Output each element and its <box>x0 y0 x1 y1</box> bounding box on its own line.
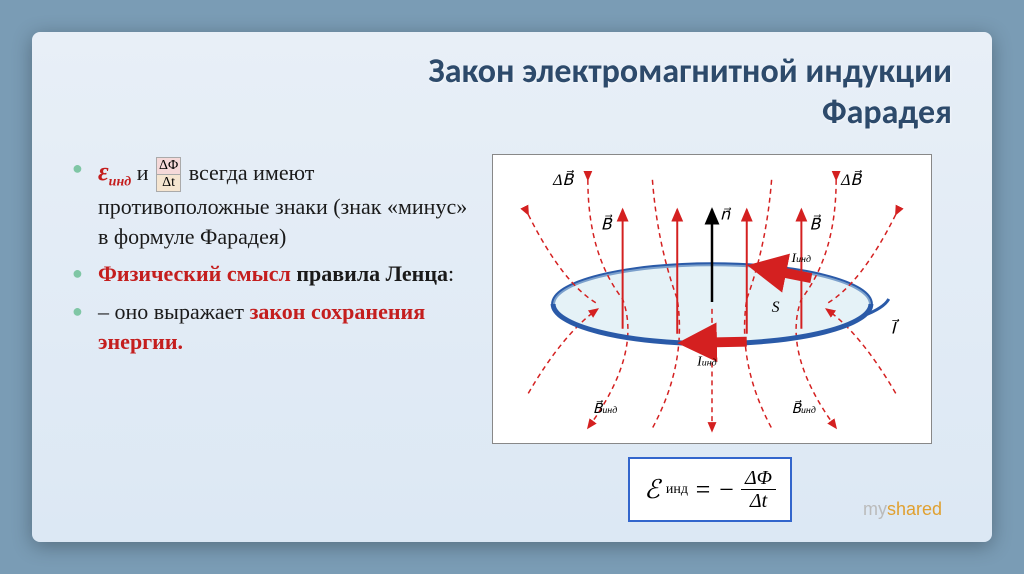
watermark-my: my <box>863 499 887 519</box>
diagram-box: ΔB⃗ ΔB⃗ B⃗ B⃗ n⃗ S I⃗ Iинд Iинд B⃗инд B⃗… <box>492 154 932 444</box>
formula-epsilon: ℰ <box>644 475 660 505</box>
bullet3-pre: – оно выражает <box>98 299 250 324</box>
inline-fraction: ΔΦΔt <box>156 157 181 192</box>
content-area: εинд и ΔΦΔt всегда имеют противоположные… <box>72 154 952 444</box>
label-B-ind-right: B⃗инд <box>791 399 815 417</box>
label-S: S <box>772 299 780 316</box>
formula-fraction: ΔΦ Δt <box>741 467 776 512</box>
bullet-2: Физический смысл правила Ленца: <box>72 259 472 289</box>
epsilon-sub: инд <box>109 174 132 189</box>
label-B-right: B⃗ <box>809 213 821 233</box>
watermark-shared: shared <box>887 499 942 519</box>
text-column: εинд и ΔΦΔt всегда имеют противоположные… <box>72 154 472 444</box>
formula-equals: = <box>694 475 712 505</box>
frac-num: ΔΦ <box>156 157 181 175</box>
formula-den: Δt <box>746 490 771 512</box>
bullet2-bold: правила Ленца <box>291 261 448 286</box>
bullet2-colon: : <box>448 261 454 286</box>
formula-minus: − <box>717 475 735 505</box>
formula-num: ΔΦ <box>741 467 776 490</box>
watermark: myshared <box>863 499 942 520</box>
label-B-left: B⃗ <box>601 213 613 233</box>
title-line1: Закон электромагнитной индукции <box>428 51 952 92</box>
epsilon-symbol: ε <box>98 157 109 186</box>
slide: Закон электромагнитной индукции Фарадея … <box>32 32 992 542</box>
formula-sub: инд <box>666 482 688 498</box>
bullet-1: εинд и ΔΦΔt всегда имеют противоположные… <box>72 154 472 252</box>
label-I-ind-top: Iинд <box>790 251 811 266</box>
formula-box: ℰинд = − ΔΦ Δt <box>628 457 792 522</box>
diagram-column: ΔB⃗ ΔB⃗ B⃗ B⃗ n⃗ S I⃗ Iинд Iинд B⃗инд B⃗… <box>492 154 952 444</box>
title-line2: Фарадея <box>822 92 952 133</box>
bullet-3: – оно выражает закон сохранения энергии. <box>72 297 472 356</box>
bullet2-red: Физический смысл <box>98 261 291 286</box>
frac-den: Δt <box>156 175 181 192</box>
diagram-svg: ΔB⃗ ΔB⃗ B⃗ B⃗ n⃗ S I⃗ Iинд Iинд B⃗инд B⃗… <box>493 155 931 443</box>
label-I-ind-bottom: Iинд <box>696 354 717 369</box>
bullet1-and: и <box>131 160 154 185</box>
label-deltaB-right: ΔB⃗ <box>840 168 863 188</box>
label-I: I⃗ <box>891 317 900 337</box>
label-n: n⃗ <box>720 206 732 223</box>
label-deltaB-left: ΔB⃗ <box>552 168 575 188</box>
slide-title: Закон электромагнитной индукции Фарадея <box>72 52 952 134</box>
